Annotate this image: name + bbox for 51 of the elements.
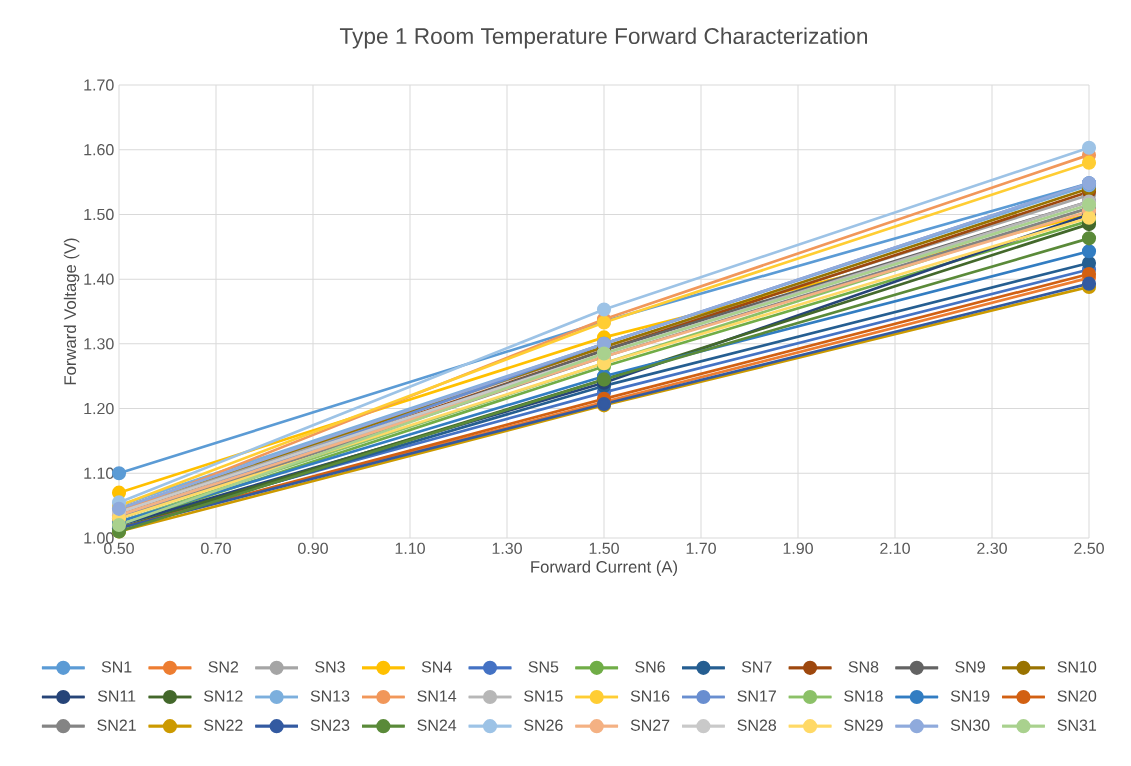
legend-label: SN8 [848, 661, 879, 673]
x-tick-label: 0.50 [104, 542, 134, 555]
legend-label: SN21 [97, 719, 136, 731]
legend-label: SN2 [208, 661, 239, 673]
legend-label: SN6 [635, 661, 665, 673]
x-tick-label: 0.90 [298, 542, 328, 555]
x-tick-label: 2.50 [1074, 542, 1104, 555]
legend-label: SN1 [101, 661, 132, 673]
legend-label: SN26 [524, 719, 563, 731]
legend-label: SN13 [310, 690, 350, 702]
x-tick-label: 1.50 [589, 542, 619, 555]
x-tick-label: 1.30 [492, 542, 522, 555]
legend-label: SN4 [421, 661, 452, 673]
legend-label: SN14 [417, 690, 457, 702]
legend-label: SN9 [955, 661, 985, 673]
y-tick-label: 1.30 [84, 338, 114, 350]
legend-label: SN22 [204, 719, 243, 731]
legend-label: SN18 [844, 690, 883, 702]
legend-label: SN29 [844, 719, 883, 731]
x-tick-label: 1.90 [783, 542, 813, 555]
legend-label: SN20 [1057, 690, 1097, 702]
legend-label: SN7 [741, 661, 772, 673]
x-axis-title: Forward Current (A) [531, 560, 678, 577]
chart-title: Type 1 Room Temperature Forward Characterization [339, 27, 868, 49]
y-tick-label: 1.00 [84, 532, 114, 544]
x-tick-label: 1.10 [395, 542, 425, 555]
legend-label: SN27 [630, 719, 670, 731]
legend-label: SN3 [315, 661, 345, 673]
legend-label: SN24 [417, 719, 457, 731]
legend-label: SN10 [1057, 661, 1097, 673]
legend-label: SN12 [204, 690, 243, 702]
legend-label: SN31 [1057, 719, 1097, 731]
legend-label: SN11 [97, 690, 136, 702]
y-tick-label: 1.20 [84, 402, 114, 415]
legend-label: SN15 [524, 690, 563, 702]
y-axis-title: Forward Voltage (V) [63, 238, 80, 385]
y-tick-label: 1.50 [84, 208, 114, 221]
x-tick-label: 0.70 [201, 542, 231, 555]
x-tick-label: 2.30 [977, 542, 1007, 555]
legend-label: SN5 [528, 661, 559, 673]
x-tick-label: 1.70 [686, 542, 716, 555]
legend-label: SN30 [950, 719, 990, 731]
y-tick-label: 1.60 [84, 144, 114, 156]
legend-label: SN16 [630, 690, 670, 702]
x-tick-label: 2.10 [880, 542, 910, 555]
y-tick-label: 1.40 [84, 273, 114, 285]
legend-label: SN17 [737, 690, 776, 702]
legend-label: SN19 [950, 690, 990, 702]
legend-label: SN28 [737, 719, 777, 731]
y-tick-label: 1.70 [84, 79, 114, 91]
legend-label: SN23 [310, 719, 350, 731]
